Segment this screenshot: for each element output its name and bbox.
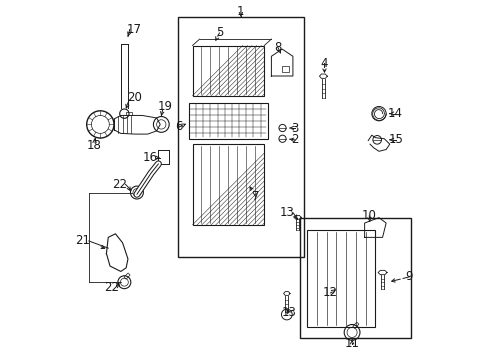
Text: 12: 12 [323,287,337,300]
Text: 9: 9 [405,270,412,283]
Text: 11: 11 [344,337,359,350]
Text: 19: 19 [158,100,173,113]
Bar [138,185,144,191]
Bar [282,66,288,72]
Bar [352,322,358,328]
Bar [306,230,375,327]
Bar [188,103,267,139]
Text: 8: 8 [274,41,281,54]
Bar [192,144,264,225]
Text: 1: 1 [237,5,244,18]
Bar [192,45,264,96]
Text: 22: 22 [104,281,119,294]
Text: 16: 16 [143,151,158,164]
Text: 13: 13 [281,306,296,319]
Text: 13: 13 [280,207,294,220]
Text: 5: 5 [215,27,223,40]
Text: 22: 22 [112,178,127,191]
Text: 18: 18 [87,139,102,152]
Text: 3: 3 [290,122,298,135]
Bar [300,218,410,338]
Text: 21: 21 [76,234,90,247]
Text: 10: 10 [361,210,376,222]
Text: 20: 20 [127,91,142,104]
Text: 6: 6 [175,121,183,134]
Text: 4: 4 [320,57,327,70]
Text: 2: 2 [290,133,298,146]
Bar [126,112,132,115]
Text: 14: 14 [387,107,402,120]
Text: 15: 15 [387,133,403,146]
Text: 17: 17 [127,23,142,36]
Text: 7: 7 [251,190,259,203]
Bar [178,17,303,257]
Bar [124,273,130,279]
